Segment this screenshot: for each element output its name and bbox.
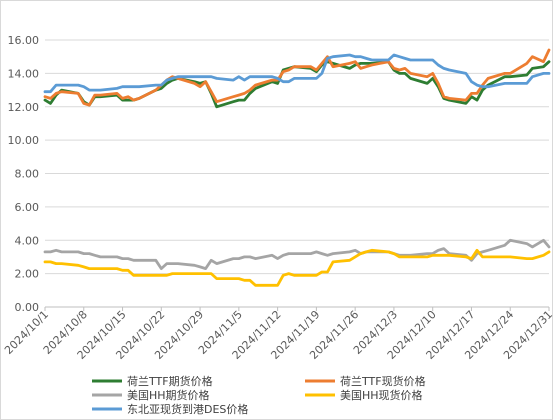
series-line-2	[43, 48, 551, 107]
y-tick-label: 12.00	[8, 101, 40, 114]
legend-label: 美国HH期货价格	[127, 388, 210, 402]
legend-label: 荷兰TTF期货价格	[127, 374, 213, 388]
y-tick-label: 14.00	[8, 67, 40, 80]
series-line-4	[43, 248, 551, 287]
series-line-3	[43, 238, 551, 270]
gridlines	[45, 39, 549, 308]
y-tick-label: 8.00	[15, 168, 40, 181]
y-tick-label: 4.00	[15, 234, 40, 247]
x-axis: 2024/10/12024/10/82024/10/152024/10/2220…	[2, 306, 553, 362]
y-tick-label: 2.00	[15, 268, 40, 281]
y-tick-label: 16.00	[8, 34, 40, 47]
legend-label: 东北亚现货到港DES价格	[127, 402, 248, 416]
series-lines	[43, 48, 551, 287]
y-axis: 0.00 2.00 4.00 6.00 8.00 10.00 12.00 14.00 16.00	[8, 34, 40, 314]
legend-label: 美国HH现货价格	[340, 388, 423, 402]
legend-label: 荷兰TTF现货价格	[340, 374, 426, 388]
series-line-5	[43, 53, 551, 94]
y-tick-label: 6.00	[15, 201, 40, 214]
y-tick-label: 10.00	[8, 134, 40, 147]
y-tick-label: 0.00	[15, 301, 40, 314]
